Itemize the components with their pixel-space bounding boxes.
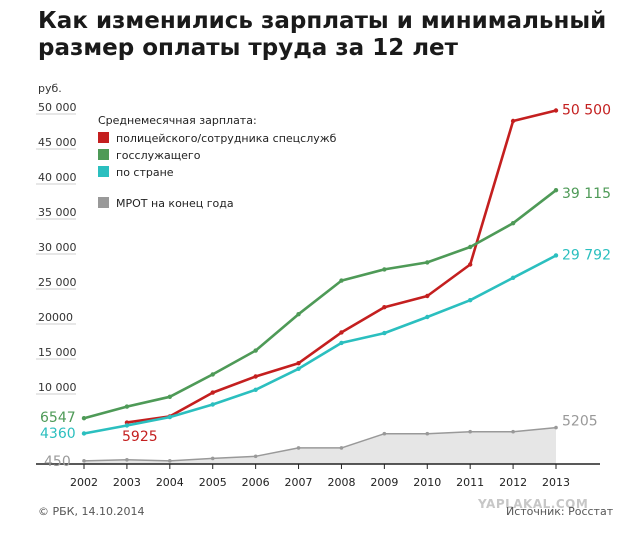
series-area [84,427,556,464]
y-tick-label: 15 000 [38,346,77,359]
series-line [83,254,557,435]
data-point [510,275,516,280]
data-point [511,429,515,434]
x-tick-label: 2011 [456,476,484,489]
data-point [339,446,344,450]
data-point [468,429,472,434]
x-tick-label: 2004 [156,476,184,489]
source-note: Источник: Росстат [506,505,614,518]
data-point [339,278,344,283]
data-point [382,431,387,436]
y-tick-label: 20000 [38,311,73,324]
data-point [210,402,215,407]
series-line [83,189,557,420]
series-start-label: 6547 [40,410,76,426]
data-point [425,260,430,265]
data-point [81,415,87,421]
data-point [296,361,301,366]
data-point [253,348,258,353]
legend-swatch [98,149,109,160]
data-point [425,293,430,299]
series-start-label: 4360 [40,426,76,442]
y-tick-label: 30 000 [38,241,77,254]
data-point [553,187,559,193]
data-point [253,454,258,459]
area-layer [84,427,556,464]
data-point [382,330,387,336]
data-point [168,459,172,463]
data-point [339,340,344,346]
data-point [382,267,387,272]
y-tick-label: 50 000 [38,101,77,114]
data-point [425,431,430,436]
x-tick-label: 2012 [499,476,527,489]
y-tick-label: 45 000 [38,136,77,149]
y-tick-label: 40 000 [38,171,77,184]
data-point [553,253,559,258]
legend-label: МРОТ на конец года [116,197,234,210]
line-layer [81,108,559,463]
series-line [83,426,557,462]
data-point [296,312,301,317]
data-point [253,374,258,379]
y-tick-label: 35 000 [38,206,77,219]
data-point [124,423,130,428]
data-point [467,262,473,267]
data-point [382,305,387,310]
series-start-label: 5925 [122,429,158,445]
data-point [124,404,130,409]
data-point [553,108,559,113]
y-axis-unit: руб. [38,82,62,95]
x-tick-label: 2002 [70,476,98,489]
chart-title: Как изменились зарплаты и минимальный ра… [38,8,607,61]
x-tick-label: 2007 [285,476,313,489]
x-tick-label: 2003 [113,476,141,489]
x-tick-label: 2009 [370,476,398,489]
series-start-label: 450 [44,454,71,470]
data-point [82,459,86,463]
legend-label: по стране [116,166,174,179]
legend-label: госслужащего [116,149,201,162]
x-tick-label: 2006 [242,476,270,489]
label-layer: 50 500 5925 39 115 6547 29 792 4360 5205 450 [40,103,611,471]
data-point [296,446,301,450]
data-point [210,456,215,461]
data-point [167,394,173,399]
watermark: YAPLAKAL.COM [478,497,589,511]
data-point [510,118,516,124]
data-point [296,366,301,371]
legend-label: полицейского/сотрудника спецслужб [116,132,337,145]
legend-swatch [98,132,109,143]
copyright-note: © РБК, 14.10.2014 [38,505,145,518]
x-tick-label: 2013 [542,476,570,489]
x-tick-label: 2005 [199,476,227,489]
y-tick-label: 25 000 [38,276,77,289]
axis-layer: руб. 10 000 15 000 20000 25 000 30 000 35 000 4… [36,82,600,489]
data-point [467,298,473,303]
x-tick-label: 2010 [413,476,441,489]
legend: Среднемесячная зарплата: полицейского/сот… [98,114,337,210]
data-point [467,244,473,250]
data-point [125,458,129,462]
legend-title: Среднемесячная зарплата: [98,114,257,127]
y-tick-label: 10 000 [38,381,77,394]
data-point [81,431,87,436]
series-end-label: 5205 [562,414,598,430]
data-point [510,221,516,226]
data-point [253,387,258,392]
series-end-label: 29 792 [562,247,611,263]
legend-swatch [98,166,109,177]
data-point [425,314,430,320]
series-end-label: 50 500 [562,103,611,119]
data-point [167,414,173,420]
data-point [210,372,215,377]
data-point [339,330,344,335]
series-end-label: 39 115 [562,186,611,202]
legend-swatch [98,197,109,208]
data-point [210,390,215,395]
x-tick-label: 2008 [327,476,355,489]
data-point [554,425,558,430]
